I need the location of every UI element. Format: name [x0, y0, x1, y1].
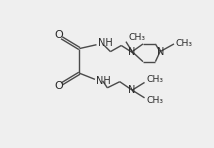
Text: N: N — [128, 85, 136, 95]
Text: NH: NH — [98, 38, 113, 48]
Text: CH₃: CH₃ — [175, 39, 193, 48]
Text: NH: NH — [97, 76, 111, 86]
Text: N: N — [128, 47, 136, 57]
Text: N: N — [157, 47, 165, 57]
Text: O: O — [54, 81, 63, 91]
Text: O: O — [54, 30, 63, 40]
Text: CH₃: CH₃ — [128, 33, 145, 42]
Text: CH₃: CH₃ — [147, 75, 164, 84]
Text: CH₃: CH₃ — [147, 96, 164, 105]
